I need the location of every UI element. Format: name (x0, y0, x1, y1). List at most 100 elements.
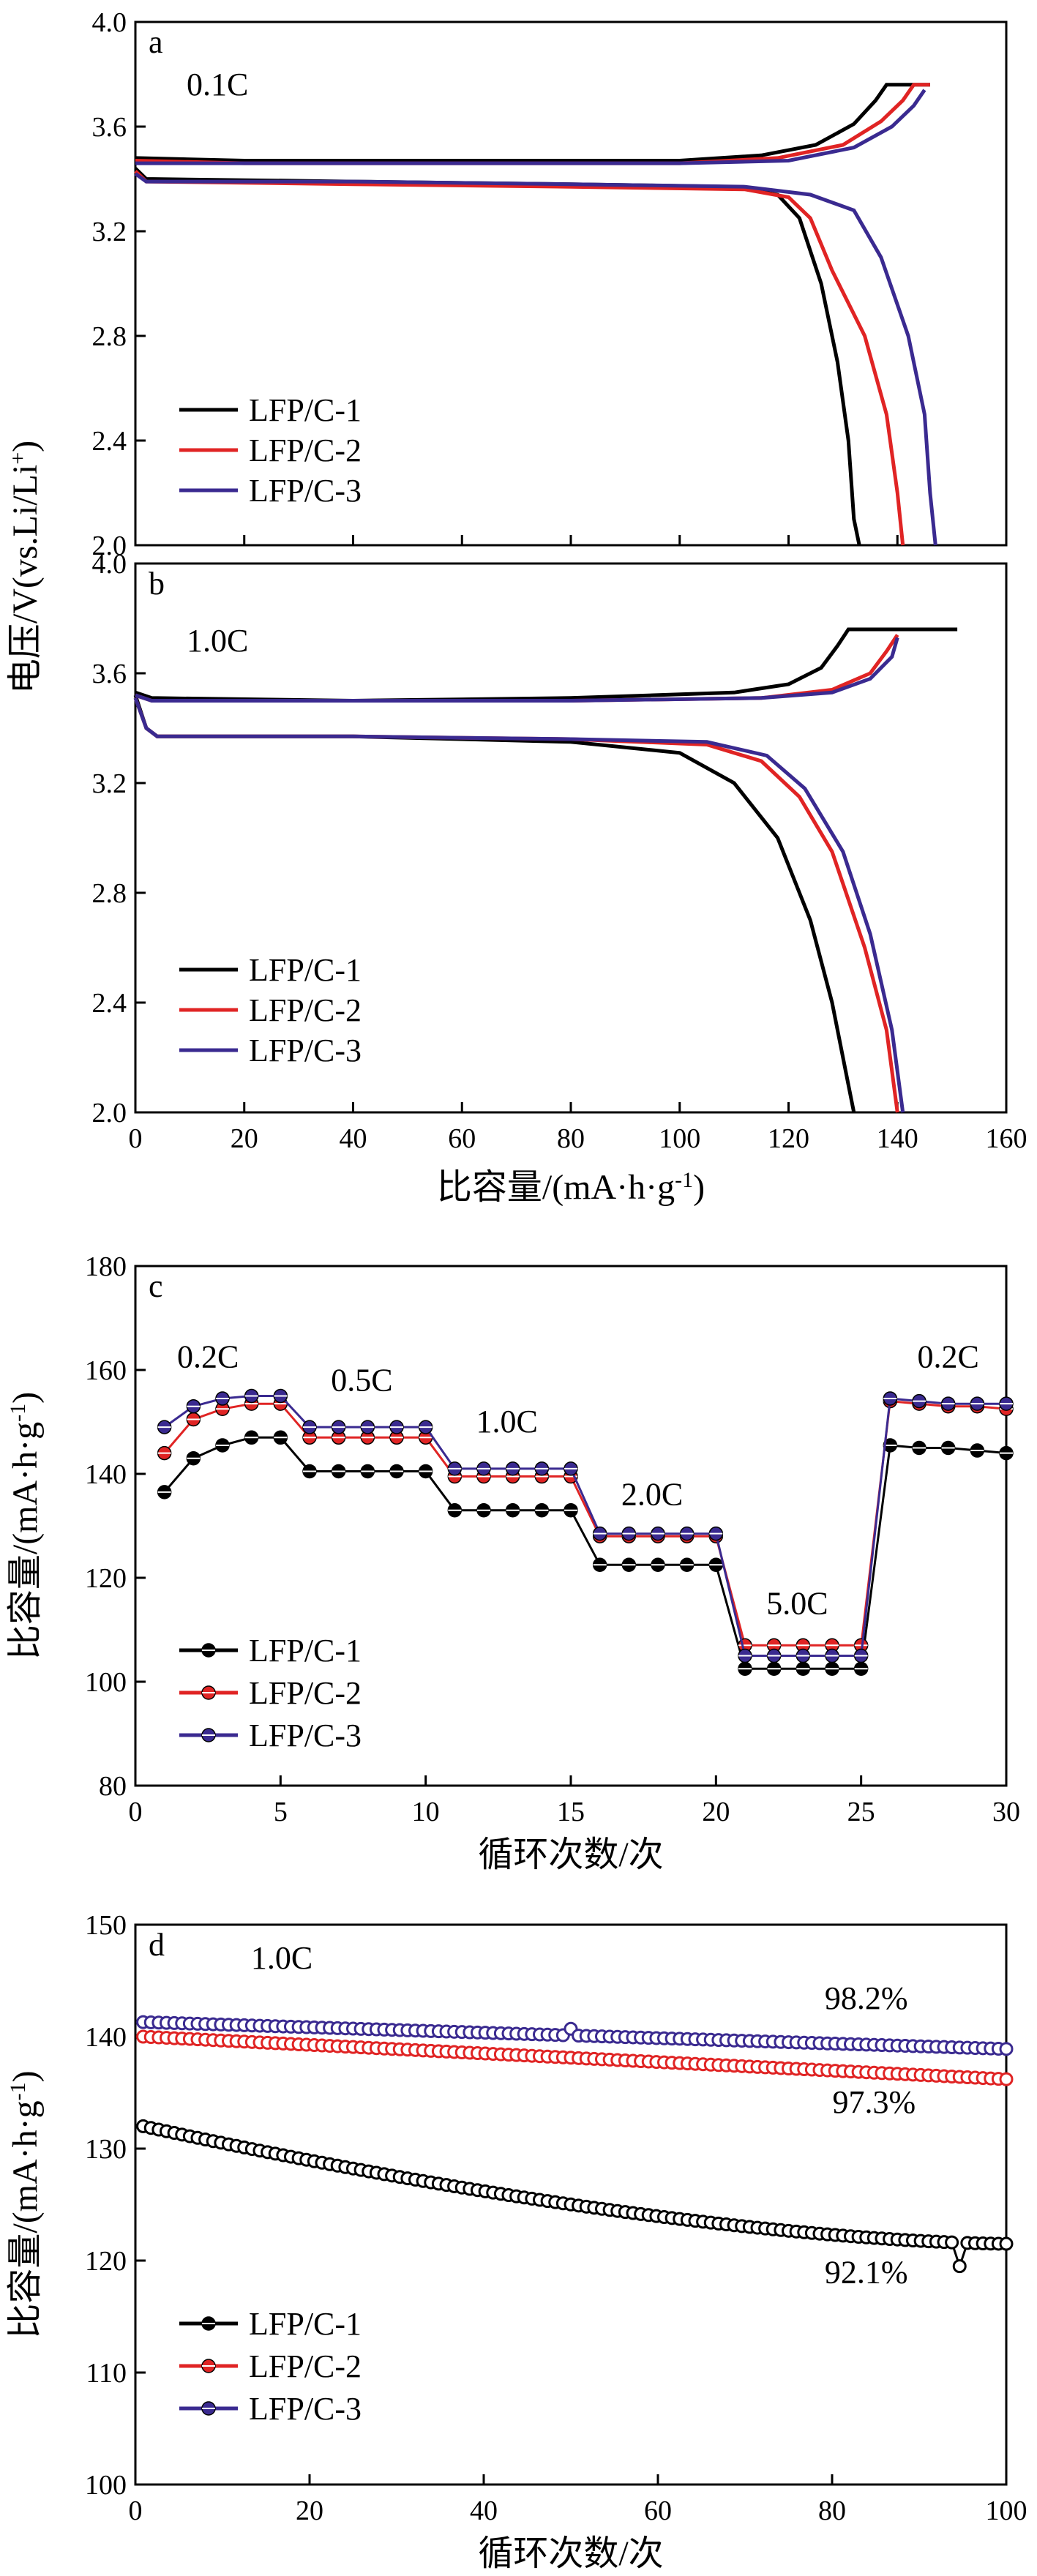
y-tick-label: 2.8 (92, 878, 127, 909)
panel-label: c (149, 1268, 163, 1304)
y-tick-label: 100 (85, 2470, 127, 2501)
series-line-charge (135, 83, 930, 162)
plot-frame (134, 1923, 1008, 2486)
y-tick-label: 130 (85, 2134, 127, 2165)
legend-label: LFP/C-1 (249, 392, 362, 428)
series-line-discharge (133, 697, 905, 1113)
x-tick-label: 40 (340, 1123, 367, 1154)
legend-label: LFP/C-1 (249, 1633, 362, 1669)
chart-panel-d: 0 20 40 60 80 100 100 110 120 130 140 150 d 1.0C 98.2%… (6, 1910, 1027, 2573)
legend-label: LFP/C-3 (249, 473, 362, 509)
y-tick-label: 3.2 (92, 217, 127, 247)
rate-annotation: 0.5C (331, 1362, 392, 1398)
y-tick-label: 160 (85, 1355, 127, 1386)
x-axis-label: 循环次数/次 (478, 2534, 663, 2573)
rate-annotation: 1.0C (476, 1404, 538, 1439)
legend-label: LFP/C-3 (249, 1033, 362, 1068)
panel-label: a (149, 24, 163, 60)
x-tick-label: 100 (986, 2496, 1027, 2526)
y-tick-label: 120 (85, 1563, 127, 1594)
y-tick-label: 120 (85, 2246, 127, 2277)
legend-label: LFP/C-2 (249, 992, 362, 1028)
x-axis-label: 比容量/(mA·h·g-1) (437, 1168, 705, 1207)
y-axis-label: 电压/V(vs.Li/Li+) (6, 441, 45, 694)
panel-label: b (149, 566, 165, 602)
data-point (999, 2042, 1014, 2056)
rate-annotation: 0.2C (917, 1338, 978, 1374)
retention-annotation: 92.1% (825, 2255, 908, 2291)
data-point (999, 2236, 1014, 2251)
x-tick-label: 80 (818, 2496, 846, 2526)
series-line-discharge (134, 169, 905, 546)
x-tick-label: 20 (702, 1797, 730, 1827)
legend-label: LFP/C-1 (249, 952, 362, 988)
series-line-charge (135, 637, 899, 703)
series-line-discharge (134, 172, 937, 546)
y-tick-label: 3.6 (92, 112, 127, 143)
x-tick-label: 40 (470, 2496, 498, 2526)
y-tick-label: 2.8 (92, 321, 127, 352)
x-tick-label: 20 (231, 1123, 258, 1154)
x-tick-label: 80 (557, 1123, 585, 1154)
panel-label: d (149, 1927, 165, 1963)
series-line-charge (135, 83, 930, 165)
rate-label: 0.1C (187, 67, 248, 102)
chart-panel-c: 0 5 10 15 20 25 30 80 100 120 140 160 180 c 0.2C 0.5C 1.… (6, 1251, 1020, 1874)
y-tick-label: 180 (85, 1251, 127, 1282)
rate-label: 1.0C (251, 1940, 312, 1976)
data-point (999, 2072, 1014, 2086)
series-line-discharge (134, 167, 861, 546)
retention-annotation: 98.2% (825, 1980, 908, 2016)
x-tick-label: 120 (768, 1123, 809, 1154)
x-tick-label: 10 (412, 1797, 440, 1827)
y-tick-label: 110 (86, 2358, 127, 2389)
series-line-charge (135, 89, 926, 165)
y-tick-label: 100 (85, 1667, 127, 1698)
x-tick-label: 0 (129, 1797, 143, 1827)
legend-label: LFP/C-2 (249, 433, 362, 468)
y-tick-label: 4.0 (92, 549, 127, 580)
series-line (143, 2124, 1007, 2270)
x-tick-label: 15 (557, 1797, 585, 1827)
rate-annotation: 5.0C (766, 1586, 828, 1622)
x-tick-label: 5 (274, 1797, 288, 1827)
legend-label: LFP/C-3 (249, 2391, 362, 2427)
legend-label: LFP/C-2 (249, 2348, 362, 2384)
series-line (163, 1436, 1007, 1670)
data-point (945, 2235, 959, 2250)
y-tick-label: 4.0 (92, 7, 127, 38)
y-tick-label: 2.0 (92, 531, 127, 561)
rate-label: 1.0C (187, 623, 248, 659)
y-tick-label: 2.4 (92, 426, 127, 457)
x-tick-label: 0 (129, 1123, 143, 1154)
x-tick-label: 160 (986, 1123, 1027, 1154)
chart-panel-a: 2.0 2.4 2.8 3.2 3.6 4.0 a 0.1C LFP/C-1 LFP/C-2 LFP… (6, 7, 1008, 694)
x-tick-label: 60 (644, 2496, 672, 2526)
data-point (952, 2259, 967, 2274)
rate-annotation: 2.0C (621, 1477, 683, 1513)
y-tick-label: 80 (99, 1771, 127, 1802)
x-tick-label: 0 (129, 2496, 143, 2526)
y-tick-label: 2.0 (92, 1098, 127, 1128)
y-tick-label: 2.4 (92, 988, 127, 1019)
rate-annotation: 0.2C (177, 1338, 239, 1374)
x-tick-label: 25 (847, 1797, 875, 1827)
y-axis-label: 比容量/(mA·h·g-1) (6, 1392, 45, 1660)
series-line-charge (135, 634, 899, 703)
chart-panel-b: 0 20 40 60 80 100 120 140 160 2.0 2.4 2.8 3.2 3.6 4.0 b… (92, 549, 1027, 1207)
y-tick-label: 3.6 (92, 659, 127, 689)
x-tick-label: 30 (992, 1797, 1020, 1827)
x-tick-label: 100 (659, 1123, 700, 1154)
legend-label: LFP/C-3 (249, 1718, 362, 1753)
y-axis-label: 比容量/(mA·h·g-1) (6, 2070, 45, 2338)
x-axis-label: 循环次数/次 (478, 1835, 663, 1874)
legend-label: LFP/C-2 (249, 1675, 362, 1711)
plot-frame (134, 562, 1008, 1114)
y-tick-label: 140 (85, 1459, 127, 1490)
legend-label: LFP/C-1 (249, 2306, 362, 2342)
y-tick-label: 3.2 (92, 768, 127, 799)
retention-annotation: 97.3% (833, 2084, 916, 2120)
x-tick-label: 140 (877, 1123, 918, 1154)
x-tick-label: 20 (296, 2496, 323, 2526)
